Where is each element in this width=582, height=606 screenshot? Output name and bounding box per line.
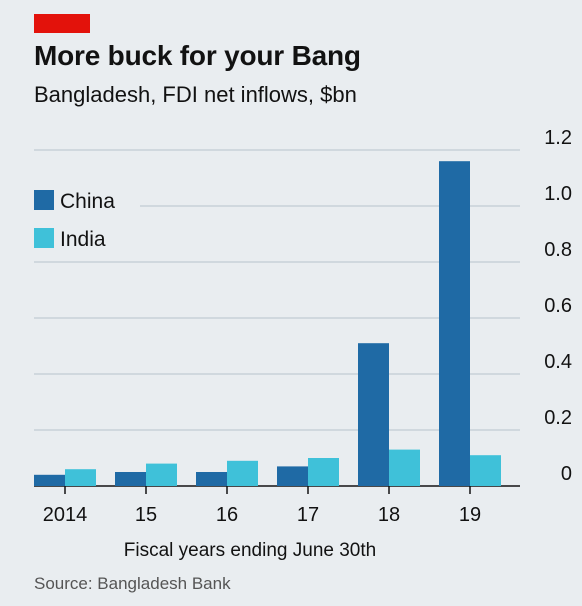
legend-swatch-india: [34, 228, 54, 248]
bar-china-19: [439, 161, 470, 486]
legend-swatch-china: [34, 190, 54, 210]
y-tick-label: 1.2: [544, 127, 572, 149]
bar-india-18: [389, 449, 420, 486]
source-note: Source: Bangladesh Bank: [34, 574, 231, 593]
axes: 0 0.2 0.4 0.6 0.8 1.0 1.2 2014 15 16 17 18 19: [43, 127, 572, 526]
bars: [34, 161, 501, 486]
x-tick-label: 19: [459, 504, 481, 526]
y-tick-label: 0.4: [544, 351, 572, 373]
bar-india-17: [308, 458, 339, 486]
bar-india-2014: [65, 469, 96, 486]
x-tick-label: 16: [216, 504, 238, 526]
bar-china-2014: [34, 474, 65, 486]
bar-china-16: [196, 472, 227, 486]
bar-india-15: [146, 463, 177, 486]
x-tick-label: 15: [135, 504, 157, 526]
x-tick-label: 2014: [43, 504, 88, 526]
y-tick-label: 0.8: [544, 239, 572, 261]
bar-china-15: [115, 472, 146, 486]
x-tick-label: 17: [297, 504, 319, 526]
bar-india-16: [227, 460, 258, 486]
y-tick-label: 1.0: [544, 183, 572, 205]
bar-china-17: [277, 466, 308, 486]
legend-label-india: India: [60, 228, 106, 251]
y-tick-label: 0: [561, 463, 572, 485]
chart-subtitle: Bangladesh, FDI net inflows, $bn: [34, 82, 357, 107]
y-tick-label: 0.2: [544, 407, 572, 429]
legend: China India: [34, 190, 115, 251]
legend-label-china: China: [60, 190, 115, 213]
bar-india-19: [470, 455, 501, 486]
bar-chart: 0 0.2 0.4 0.6 0.8 1.0 1.2 2014 15 16 17 18 19 China I…: [34, 127, 572, 561]
bar-china-18: [358, 343, 389, 486]
x-tick-label: 18: [378, 504, 400, 526]
x-axis-label: Fiscal years ending June 30th: [124, 540, 376, 561]
brand-red-tag: [34, 14, 90, 33]
y-tick-label: 0.6: [544, 295, 572, 317]
chart-title: More buck for your Bang: [34, 40, 361, 71]
